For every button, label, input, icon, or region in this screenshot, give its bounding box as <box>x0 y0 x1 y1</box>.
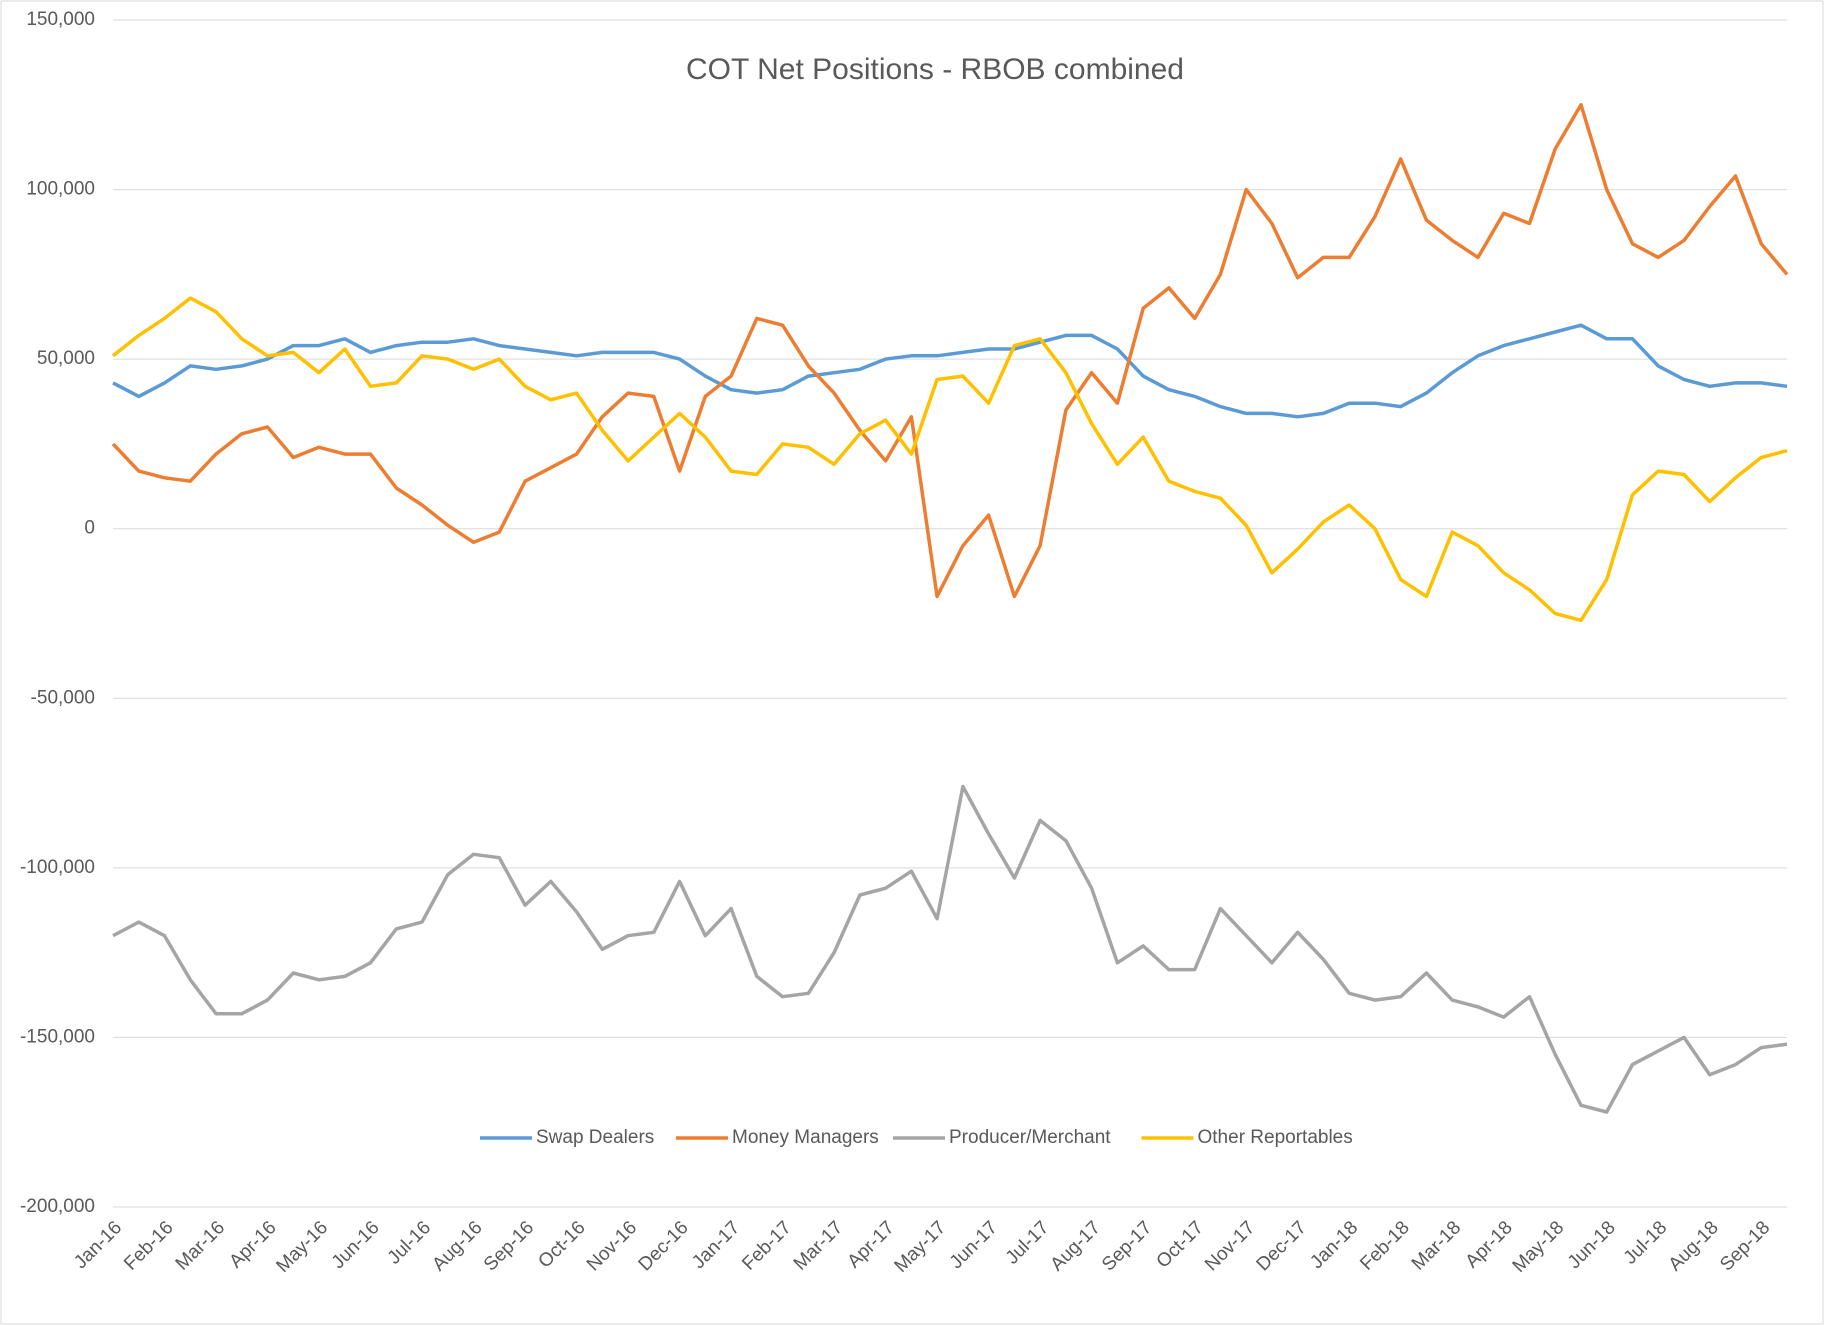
y-tick-label: -200,000 <box>20 1196 95 1217</box>
y-tick-label: -50,000 <box>31 687 95 708</box>
y-tick-label: -150,000 <box>20 1026 95 1047</box>
series-line <box>112 784 1788 1114</box>
legend-label: Producer/Merchant <box>949 1127 1111 1148</box>
chart-title: COT Net Positions - RBOB combined <box>686 53 1184 86</box>
legend-label: Money Managers <box>732 1127 879 1148</box>
y-tick-label: 150,000 <box>26 9 95 30</box>
legend-label: Other Reportables <box>1198 1127 1353 1148</box>
series-line <box>111 296 1788 623</box>
y-tick-label: -100,000 <box>20 857 95 878</box>
series-line <box>111 103 1789 599</box>
y-tick-label: 50,000 <box>37 348 95 369</box>
legend-label: Swap Dealers <box>536 1127 654 1148</box>
y-tick-label: 100,000 <box>26 179 95 200</box>
series-line <box>112 323 1788 419</box>
y-tick-label: 0 <box>84 518 95 539</box>
